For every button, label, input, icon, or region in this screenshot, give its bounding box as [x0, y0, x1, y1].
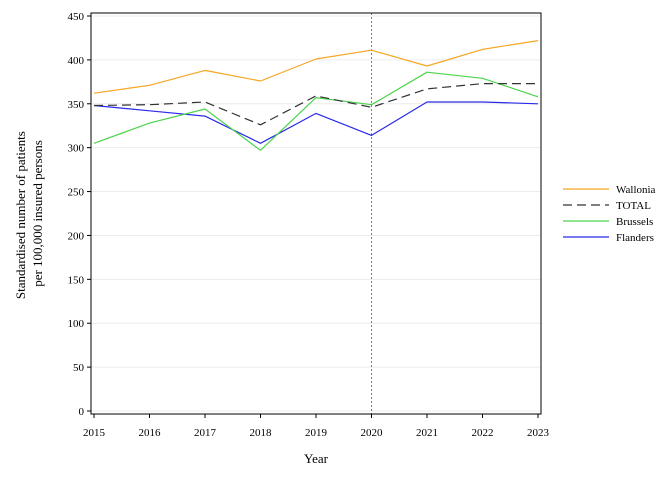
y-tick-label-300: 300	[68, 143, 85, 155]
legend: Wallonia TOTAL Brussels Flanders	[563, 184, 656, 244]
legend-label-wallonia: Wallonia	[616, 184, 656, 196]
series-line-flanders	[93, 101, 539, 144]
x-tick-label-2017: 2017	[194, 427, 217, 439]
x-tick-label-2020: 2020	[361, 427, 384, 439]
x-tick-label-2019: 2019	[305, 427, 328, 439]
y-tick-label-0: 0	[79, 406, 85, 418]
x-tick-label-2018: 2018	[250, 427, 273, 439]
x-tick-label-2015: 2015	[83, 427, 106, 439]
legend-label-total: TOTAL	[616, 200, 651, 212]
x-tick-label-2023: 2023	[527, 427, 550, 439]
x-tick-label-2022: 2022	[472, 427, 494, 439]
series-line-brussels	[93, 71, 539, 151]
plot-frame	[90, 12, 542, 415]
x-tick-label-2016: 2016	[139, 427, 162, 439]
gridlines	[91, 15, 541, 412]
legend-label-flanders: Flanders	[616, 232, 654, 244]
series-lines	[93, 40, 539, 151]
y-axis-title-line-1: Standardised number of patients	[13, 131, 28, 299]
y-tick-label-50: 50	[73, 362, 85, 374]
x-axis-title: Year	[304, 451, 329, 466]
y-axis-title: Standardised number of patients per 100,…	[13, 128, 45, 299]
legend-label-brussels: Brussels	[616, 216, 653, 228]
series-line-total	[93, 82, 538, 126]
y-tick-label-400: 400	[68, 55, 85, 67]
y-tick-label-150: 150	[68, 274, 85, 286]
y-axis-title-line-2: per 100,000 insured persons	[30, 140, 45, 287]
y-tick-label-250: 250	[68, 187, 85, 199]
y-tick-label-450: 450	[68, 11, 85, 23]
x-axis: 2015 2016 2017 2018 2019 2020 2021 2022 2023	[83, 414, 550, 439]
y-tick-label-350: 350	[68, 99, 85, 111]
y-tick-label-200: 200	[68, 230, 85, 242]
y-axis: 0 50 100 150 200 250 300 350 400 450	[68, 11, 91, 418]
series-line-wallonia	[93, 40, 539, 94]
x-tick-label-2021: 2021	[416, 427, 438, 439]
y-tick-label-100: 100	[68, 318, 85, 330]
